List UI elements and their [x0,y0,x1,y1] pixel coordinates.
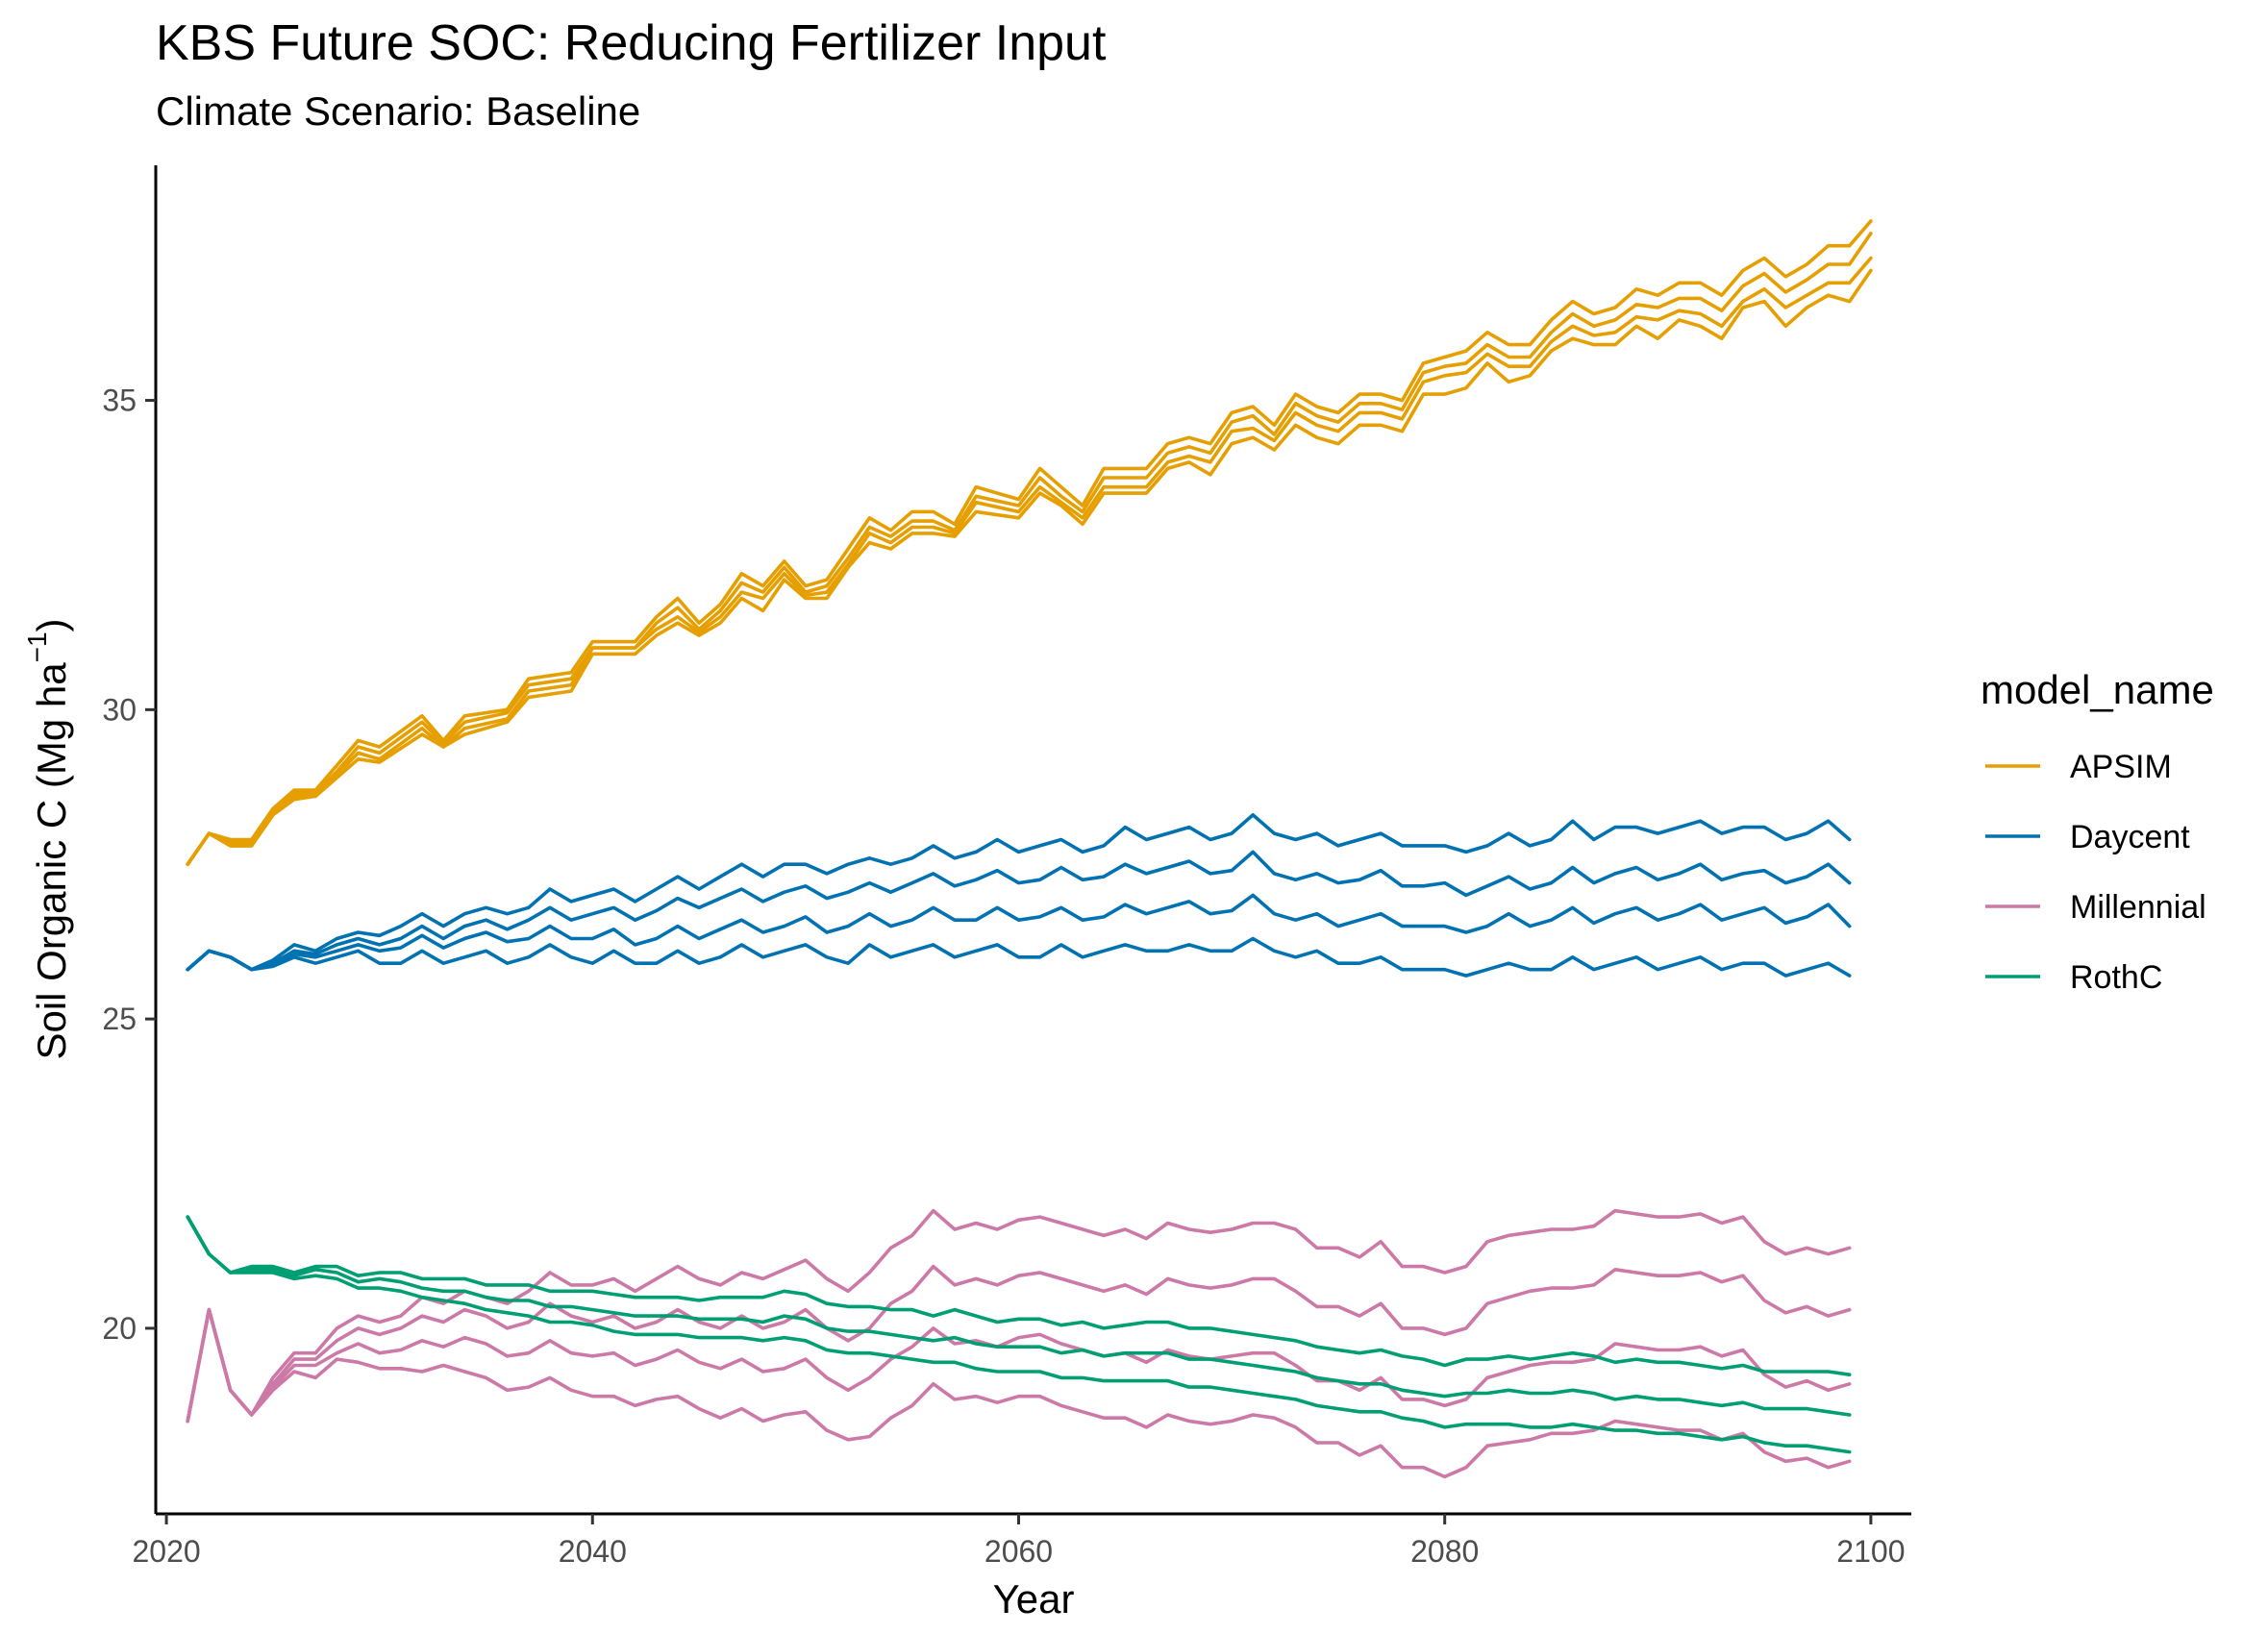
x-tick-label-2060: 2060 [984,1534,1053,1569]
y-axis-title-suffix: ) [29,618,74,631]
plot-panel [186,219,1873,1479]
chart-subtitle: Climate Scenario: Baseline [156,88,640,134]
series-line-daycent-8 [186,936,1852,978]
y-axis-title-main: Soil Organic C (Mg ha [29,662,74,1060]
series-line-millennial-11 [186,1307,1852,1424]
series-line-apsim-2 [186,232,1873,866]
series-line-rothc-13 [186,1215,1852,1376]
series-line-millennial-12 [186,1307,1852,1479]
series-line-apsim-1 [186,219,1873,866]
y-axis-ticks: 20 25 30 35 [102,384,156,1346]
x-axis-ticks: 2020 2040 2060 2080 2100 [132,1514,1905,1569]
series-line-millennial-10 [186,1264,1852,1424]
y-axis-title-superscript: −1 [22,631,52,662]
series-line-apsim-4 [186,268,1873,866]
chart-title: KBS Future SOC: Reducing Fertilizer Inpu… [156,15,1107,71]
series-line-apsim-3 [186,256,1873,866]
series-line-rothc-15 [186,1215,1852,1454]
series-line-rothc-14 [186,1215,1852,1417]
series-line-daycent-6 [186,850,1852,972]
x-tick-label-2020: 2020 [132,1534,200,1569]
legend-label-rothc: RothC [2070,959,2162,996]
y-tick-label-20: 20 [102,1311,137,1346]
series-line-daycent-7 [186,893,1852,972]
legend-title: model_name [1981,667,2214,712]
y-tick-label-35: 35 [102,384,137,418]
y-axis-title: Soil Organic C (Mg ha−1) [22,618,74,1059]
y-tick-label-30: 30 [102,692,137,727]
x-tick-label-2040: 2040 [559,1534,627,1569]
legend-label-apsim: APSIM [2070,749,2172,785]
legend: model_name APSIM Daycent Millennial RothC [1981,667,2214,996]
x-tick-label-2080: 2080 [1410,1534,1479,1569]
legend-entries: APSIM Daycent Millennial RothC [1985,749,2206,996]
legend-label-daycent: Daycent [2070,819,2190,855]
x-axis-title: Year [993,1576,1075,1622]
legend-label-millennial: Millennial [2070,889,2206,926]
y-tick-label-25: 25 [102,1002,137,1036]
x-tick-label-2100: 2100 [1836,1534,1905,1569]
series-line-daycent-5 [186,813,1852,972]
